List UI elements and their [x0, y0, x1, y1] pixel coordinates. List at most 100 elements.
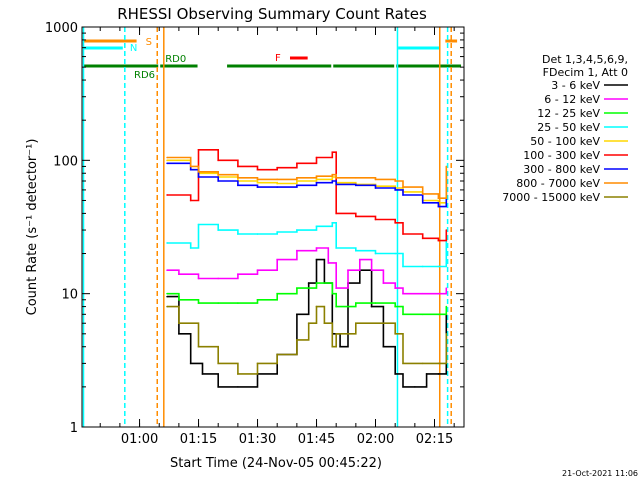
- series-point: [402, 386, 404, 388]
- series-point: [335, 176, 337, 179]
- series-point: [189, 199, 192, 202]
- series-point: [355, 322, 357, 325]
- series-point: [445, 333, 448, 335]
- flag-label: RD6: [134, 70, 155, 81]
- series-point: [355, 184, 357, 187]
- series-point: [178, 333, 180, 335]
- series-point: [437, 239, 440, 242]
- series-point: [197, 171, 200, 173]
- series-point: [256, 233, 259, 235]
- series-point: [197, 223, 200, 226]
- series-point: [166, 242, 168, 244]
- series-point: [445, 305, 448, 308]
- x-axis-title: Start Time (24-Nov-05 00:45:22): [170, 456, 382, 471]
- series-point: [355, 302, 357, 304]
- y-axis-ticks: 1 10 100 1000: [45, 21, 464, 436]
- legend-entry-label: 100 - 300 keV: [523, 149, 600, 162]
- series-point: [276, 186, 278, 188]
- flag-label: F: [275, 53, 281, 64]
- series-point: [237, 165, 239, 168]
- series-point: [394, 222, 396, 224]
- series-point: [189, 247, 192, 249]
- series-point: [382, 282, 385, 284]
- series-point: [197, 277, 200, 280]
- flag-layer: SN RD6 RD0 F: [83, 37, 462, 81]
- series-point: [276, 231, 278, 233]
- series-point: [374, 302, 377, 304]
- series-layer: [166, 148, 448, 388]
- series-point: [237, 302, 239, 304]
- plot-frame: [81, 26, 465, 428]
- series-point: [374, 187, 377, 189]
- series-point: [166, 162, 168, 165]
- series-point: [256, 168, 259, 171]
- series-point: [276, 178, 278, 181]
- series-point: [197, 148, 200, 151]
- series-point: [217, 229, 220, 231]
- series-point: [296, 180, 298, 182]
- series-line: [167, 162, 448, 208]
- series-point: [166, 159, 168, 162]
- series-point: [307, 282, 310, 284]
- series-point: [307, 322, 310, 325]
- series-line: [167, 149, 448, 242]
- series-point: [189, 165, 192, 168]
- series-point: [421, 193, 424, 195]
- series-point: [256, 362, 259, 365]
- series-point: [382, 345, 385, 348]
- x-tick-label: 02:00: [357, 432, 394, 447]
- series-point: [166, 295, 168, 298]
- series-point: [166, 269, 168, 271]
- series-point: [315, 247, 318, 249]
- series-point: [421, 362, 424, 365]
- series-point: [402, 194, 404, 196]
- series-line: [167, 282, 448, 316]
- series-point: [331, 173, 334, 176]
- series-point: [445, 165, 448, 168]
- series-point: [315, 156, 318, 159]
- series-point: [276, 353, 278, 356]
- series-point: [217, 173, 220, 176]
- series-point: [197, 345, 200, 348]
- flag-label: RD0: [165, 54, 186, 65]
- plot-timestamp: 21-Oct-2021 11:06: [562, 469, 638, 478]
- series-point: [296, 229, 298, 231]
- chart-title: RHESSI Observing Summary Count Rates: [117, 5, 427, 23]
- y-tick-label: 1000: [45, 21, 78, 36]
- series-point: [197, 302, 200, 304]
- y-tick-label: 1: [70, 421, 78, 436]
- series-point: [335, 287, 337, 289]
- series-point: [339, 345, 341, 348]
- legend-entry-label: 12 - 25 keV: [537, 107, 600, 120]
- series-point: [437, 265, 440, 268]
- series-point: [315, 225, 318, 228]
- series-point: [402, 313, 404, 316]
- series-line: [167, 247, 448, 295]
- series-point: [166, 292, 168, 295]
- series-point: [217, 302, 220, 304]
- series-point: [256, 269, 259, 271]
- series-point: [394, 189, 396, 191]
- series-point: [256, 181, 259, 184]
- series-point: [335, 247, 337, 249]
- legend: Det 1,3,4,5,6,9,FDecim 1, Att 03 - 6 keV…: [502, 53, 628, 204]
- series-point: [331, 151, 334, 154]
- series-point: [335, 333, 337, 335]
- series-point: [374, 322, 377, 325]
- series-point: [331, 222, 334, 224]
- series-point: [437, 313, 440, 316]
- series-point: [421, 237, 424, 240]
- series-point: [315, 258, 318, 261]
- vline-layer: [82, 27, 452, 427]
- series-point: [402, 186, 404, 188]
- series-point: [189, 362, 192, 365]
- series-point: [178, 273, 180, 275]
- legend-entry-label: 300 - 800 keV: [523, 163, 600, 176]
- series-point: [276, 258, 278, 261]
- series-point: [166, 305, 168, 308]
- series-point: [374, 218, 377, 221]
- series-point: [237, 184, 239, 187]
- series-point: [276, 166, 278, 169]
- series-point: [402, 292, 404, 295]
